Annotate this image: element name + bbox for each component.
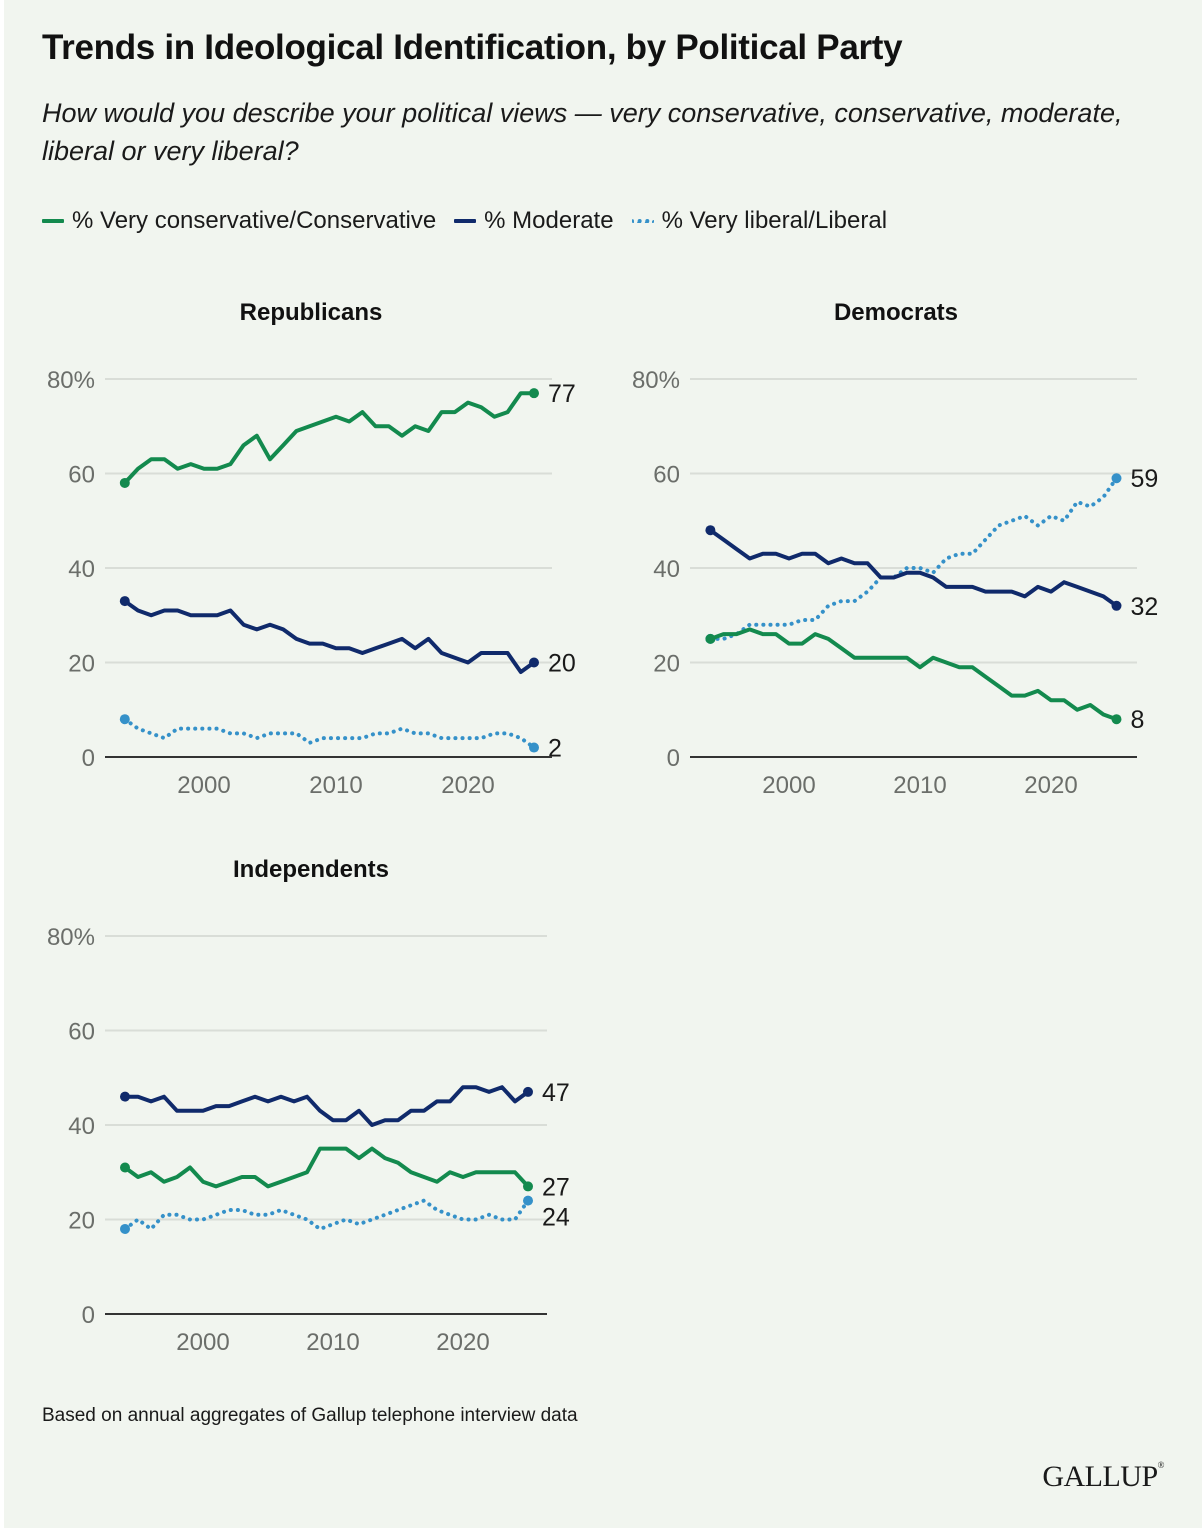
panel-title-independents: Independents: [233, 856, 389, 883]
series-line-liberal: [708, 476, 1119, 641]
end-label-conservative: 27: [542, 1173, 570, 1201]
gallup-logo-text: GALLUP: [1042, 1460, 1158, 1493]
x-tick-label: 2000: [176, 1329, 229, 1356]
start-marker-conservative: [119, 477, 130, 488]
legend-swatch-moderate: [454, 219, 477, 223]
series-line-liberal: [123, 1198, 530, 1231]
start-marker-moderate: [120, 1091, 130, 1102]
y-tick-label: 0: [667, 745, 680, 772]
series-line-conservative: [123, 1146, 530, 1189]
x-tick-label: 2010: [309, 772, 362, 799]
end-label-liberal: 59: [1131, 465, 1159, 493]
series-line-moderate: [122, 599, 536, 674]
chart-subtitle: How would you describe your political vi…: [42, 98, 1123, 166]
y-tick-label: 80%: [47, 367, 95, 394]
end-label-moderate: 47: [542, 1079, 570, 1107]
panel-democrats: Democrats 0 20 40 60 80% 59 32 8 2000 2010 2020: [632, 299, 1158, 799]
series-line-conservative: [122, 391, 536, 485]
y-tick-label: 40: [68, 556, 95, 583]
footnote: Based on annual aggregates of Gallup tel…: [42, 1405, 578, 1426]
x-tick-label: 2010: [306, 1329, 359, 1356]
y-tick-label: 20: [68, 1208, 95, 1235]
y-tick-label: 40: [68, 1113, 95, 1140]
legend-item-moderate: % Moderate: [454, 207, 614, 235]
legend-swatch-liberal: [631, 219, 654, 223]
start-marker-liberal: [119, 714, 130, 725]
end-marker-moderate: [523, 1086, 533, 1097]
y-tick-label: 60: [68, 1019, 95, 1046]
legend-item-liberal: % Very liberal/Liberal: [631, 207, 888, 235]
end-marker-conservative: [1111, 714, 1122, 725]
y-tick-label: 20: [653, 651, 680, 678]
start-marker-moderate: [705, 525, 716, 536]
end-label-conservative: 8: [1131, 706, 1145, 734]
y-tick-label: 80%: [632, 367, 680, 394]
chart-title: Trends in Ideological Identification, by…: [42, 28, 903, 67]
y-tick-label: 0: [82, 1302, 95, 1329]
panel-republicans: Republicans 0 20 40 60 80% 77 20 2 2000 2010 2020: [47, 299, 576, 799]
legend-swatch-conservative: [42, 219, 64, 223]
series-line-moderate: [123, 1085, 530, 1127]
end-marker-liberal: [1111, 473, 1122, 484]
end-marker-moderate: [529, 657, 539, 668]
x-tick-label: 2000: [177, 772, 230, 799]
legend-item-conservative: % Very conservative/Conservative: [42, 207, 436, 235]
series-line-moderate: [708, 528, 1119, 608]
x-tick-label: 2020: [1024, 772, 1077, 799]
start-marker-moderate: [119, 596, 130, 607]
end-label-moderate: 32: [1131, 593, 1159, 621]
y-tick-label: 60: [653, 462, 680, 489]
end-label-liberal: 2: [548, 735, 562, 763]
end-marker-conservative: [523, 1181, 533, 1192]
chart-card: Trends in Ideological Identification, by…: [4, 0, 1202, 1528]
end-marker-moderate: [1111, 600, 1122, 611]
x-tick-label: 2010: [893, 772, 946, 799]
x-tick-label: 2020: [441, 772, 494, 799]
start-marker-conservative: [705, 633, 716, 644]
y-tick-label: 60: [68, 462, 95, 489]
series-line-liberal: [122, 717, 536, 750]
start-marker-liberal: [120, 1223, 130, 1234]
y-tick-label: 0: [82, 745, 95, 772]
end-marker-liberal: [523, 1195, 533, 1206]
x-tick-label: 2000: [762, 772, 815, 799]
panel-title-republicans: Republicans: [240, 299, 383, 326]
y-tick-label: 80%: [47, 924, 95, 951]
y-tick-label: 20: [68, 651, 95, 678]
end-marker-liberal: [529, 742, 539, 753]
legend-label-moderate: % Moderate: [484, 207, 614, 234]
y-tick-label: 40: [653, 556, 680, 583]
end-label-conservative: 77: [548, 380, 576, 408]
gallup-logo: GALLUP®: [1042, 1460, 1164, 1493]
series-line-conservative: [708, 627, 1119, 722]
panel-title-democrats: Democrats: [834, 299, 958, 326]
x-tick-label: 2020: [436, 1329, 489, 1356]
end-marker-conservative: [529, 388, 539, 399]
legend-label-liberal: % Very liberal/Liberal: [661, 207, 888, 234]
end-label-moderate: 20: [548, 650, 576, 678]
start-marker-conservative: [120, 1162, 130, 1173]
legend-label-conservative: % Very conservative/Conservative: [72, 207, 437, 234]
end-label-liberal: 24: [542, 1203, 570, 1231]
legend: % Very conservative/Conservative % Moder…: [42, 207, 905, 235]
